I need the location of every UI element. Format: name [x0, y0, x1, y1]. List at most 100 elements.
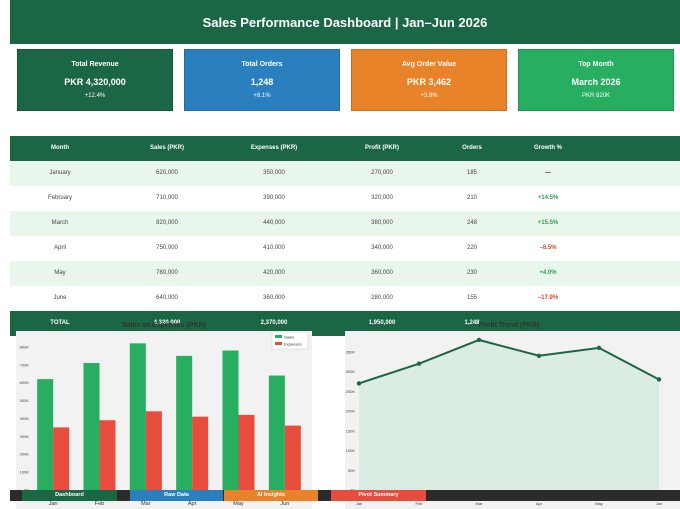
legend-swatch	[275, 335, 282, 338]
cell-sales: 780,000	[156, 270, 178, 276]
cell-profit: 280,000	[371, 295, 393, 301]
cell-growth: –8.5%	[539, 245, 557, 251]
table-row[interactable]: June 640,000 360,000 280,000 155 –17.9%	[10, 286, 680, 311]
cell-expenses: 420,000	[263, 270, 285, 276]
cell-sales: 750,000	[156, 245, 178, 251]
total-label: TOTAL	[50, 320, 70, 326]
column-header-orders: Orders	[462, 145, 482, 151]
y-tick-label: 300K	[346, 369, 356, 374]
y-tick-label: 500K	[20, 398, 30, 403]
kpi-change: +12.4%	[84, 93, 106, 99]
expenses-bar	[99, 420, 116, 490]
sales-bar	[83, 363, 100, 490]
sales-vs-expenses-svg: Sales vs Expenses (PKR)0K100K200K300K400…	[16, 322, 312, 509]
dashboard-title-bar: Sales Performance Dashboard | Jan–Jun 20…	[10, 0, 680, 44]
y-tick-label: 200K	[346, 409, 356, 414]
x-tick-label: May	[595, 501, 603, 506]
kpi-label: Avg Order Value	[401, 61, 457, 68]
kpi-change: +3.9%	[420, 93, 438, 99]
cell-sales: 820,000	[156, 220, 178, 226]
cell-expenses: 440,000	[263, 220, 285, 226]
x-tick-label: Feb	[95, 501, 104, 507]
profit-point	[416, 361, 422, 366]
legend-label: Expenses	[284, 342, 302, 347]
cell-month: January	[49, 170, 71, 176]
x-tick-label: Mar	[141, 501, 151, 507]
sales-bar	[176, 355, 193, 490]
cell-sales: 710,000	[156, 195, 178, 201]
sales-bar	[129, 343, 146, 490]
kpi-card-total-revenue: Total Revenue PKR 4,320,000 +12.4%	[17, 49, 173, 111]
column-header-growth: Growth %	[534, 145, 562, 151]
y-tick-label: 100K	[20, 470, 30, 475]
y-tick-label: 350K	[346, 349, 356, 354]
tab-dashboard[interactable]: Dashboard	[22, 490, 117, 501]
cell-profit: 340,000	[371, 245, 393, 251]
x-tick-label: Mar	[476, 501, 484, 506]
table-row[interactable]: May 780,000 420,000 360,000 230 +4.0%	[10, 261, 680, 286]
y-tick-label: 400K	[20, 416, 30, 421]
cell-expenses: 350,000	[263, 170, 285, 176]
profit-trend-svg: Profit Trend (PKR)0K50K100K150K200K250K3…	[345, 322, 680, 509]
x-tick-label: Jan	[356, 501, 362, 506]
profit-point	[536, 353, 542, 358]
legend-swatch	[275, 342, 282, 345]
profit-point	[656, 377, 662, 382]
cell-orders: 185	[466, 170, 477, 176]
table-row[interactable]: January 620,000 350,000 270,000 185 —	[10, 161, 680, 186]
cell-growth: +15.5%	[537, 220, 559, 226]
expenses-bar	[284, 425, 301, 490]
profit-area	[359, 339, 659, 490]
profit-line	[358, 338, 660, 385]
cell-month: April	[53, 245, 66, 251]
kpi-card-top-month: Top Month March 2026 PKR 820K	[518, 49, 674, 111]
kpi-value: March 2026	[571, 77, 621, 87]
y-tick-label: 150K	[346, 428, 356, 433]
kpi-value: PKR 4,320,000	[64, 77, 126, 87]
table-row[interactable]: February 710,000 390,000 320,000 210 +14…	[10, 186, 680, 211]
cell-expenses: 410,000	[263, 245, 285, 251]
profit-point	[596, 345, 602, 351]
cell-sales: 620,000	[156, 170, 178, 176]
table-row[interactable]: April 750,000 410,000 340,000 220 –8.5%	[10, 236, 680, 261]
tab-ai-insights[interactable]: AI Insights	[224, 490, 318, 501]
x-tick-label: Feb	[416, 501, 424, 506]
tab-pivot-summary[interactable]: Pivot Summary	[331, 490, 426, 501]
y-tick-label: 800K	[20, 344, 30, 349]
cell-month: May	[54, 270, 66, 276]
kpi-card-avg-order-value: Avg Order Value PKR 3,462 +3.9%	[351, 49, 507, 111]
y-tick-label: 600K	[20, 380, 30, 385]
y-tick-label: 250K	[346, 389, 356, 394]
cell-expenses: 390,000	[263, 195, 285, 201]
legend-label: Sales	[284, 335, 294, 340]
x-tick-label: Jun	[280, 501, 289, 507]
tab-raw-data[interactable]: Raw Data	[130, 490, 223, 501]
profit-trend-chart: Profit Trend (PKR)0K50K100K150K200K250K3…	[345, 318, 680, 509]
sales-bar	[37, 379, 54, 490]
cell-month: March	[51, 220, 69, 226]
cell-orders: 248	[466, 220, 477, 226]
cell-orders: 210	[466, 195, 477, 201]
x-tick-label: May	[233, 501, 244, 507]
kpi-card-total-orders: Total Orders 1,248 +8.1%	[184, 49, 340, 111]
cell-growth: —	[545, 170, 551, 176]
sales-bar	[268, 375, 285, 490]
cell-profit: 320,000	[371, 195, 393, 201]
y-tick-label: 200K	[20, 452, 30, 457]
chart-title: Sales vs Expenses (PKR)	[122, 322, 206, 329]
column-header-sales: Sales (PKR)	[149, 145, 184, 151]
expenses-bar	[145, 411, 162, 490]
cell-month: June	[53, 295, 67, 301]
kpi-label: Total Orders	[241, 61, 283, 68]
profit-point	[476, 337, 482, 343]
kpi-sub: PKR 820K	[581, 93, 611, 99]
column-header-profit: Profit (PKR)	[365, 145, 399, 151]
x-tick-label: Jan	[49, 501, 58, 507]
kpi-value: 1,248	[250, 77, 274, 87]
kpi-label: Total Revenue	[71, 61, 119, 68]
x-tick-label: Jun	[656, 501, 662, 506]
x-tick-label: Apr	[536, 501, 543, 506]
cell-expenses: 360,000	[263, 295, 285, 301]
table-row[interactable]: March 820,000 440,000 380,000 248 +15.5%	[10, 211, 680, 236]
cell-growth: +14.5%	[537, 195, 559, 201]
